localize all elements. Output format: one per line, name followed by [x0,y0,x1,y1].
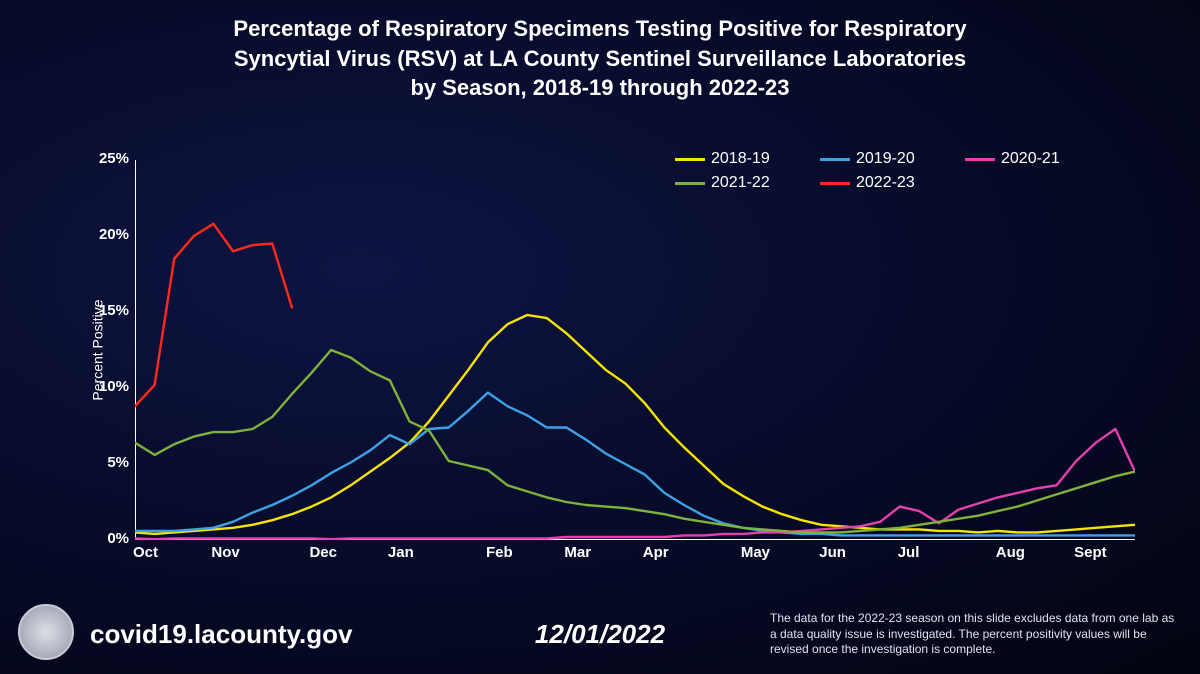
legend-label: 2018-19 [711,150,770,168]
x-tick-label: May [741,544,770,561]
title-line-3: by Season, 2018-19 through 2022-23 [410,75,789,100]
y-tick-label: 5% [107,454,129,471]
x-tick-label: Mar [564,544,591,561]
x-tick-label: Jan [388,544,414,561]
y-tick-label: 20% [99,226,129,243]
chart-legend: 2018-19 2019-20 2020-21 2021-22 2022-23 [675,150,1115,198]
x-tick-label: Oct [133,544,158,561]
legend-label: 2022-23 [856,174,915,192]
y-tick-label: 15% [99,302,129,319]
legend-item-2018-19: 2018-19 [675,150,820,168]
x-tick-label: Jun [819,544,846,561]
x-tick-label: Sept [1074,544,1107,561]
legend-item-2019-20: 2019-20 [820,150,965,168]
county-seal-icon [18,604,74,660]
line-chart: Percent Positive 0%5%10%15%20%25% OctNov… [135,160,1135,540]
chart-plot-area [135,160,1135,540]
x-tick-label: Dec [309,544,337,561]
legend-label: 2020-21 [1001,150,1060,168]
series-line-2022-23 [135,224,292,406]
series-line-2021-22 [135,350,1135,532]
x-tick-label: Nov [211,544,239,561]
y-tick-label: 25% [99,150,129,167]
legend-swatch [820,182,850,185]
slide-footer: covid19.lacounty.gov 12/01/2022 The data… [0,602,1200,662]
series-line-2020-21 [135,429,1135,539]
legend-item-2021-22: 2021-22 [675,174,820,192]
y-tick-label: 0% [107,530,129,547]
legend-label: 2019-20 [856,150,915,168]
x-tick-label: Apr [643,544,669,561]
x-tick-label: Jul [898,544,920,561]
slide-date: 12/01/2022 [535,619,665,650]
x-tick-label: Feb [486,544,513,561]
website-url: covid19.lacounty.gov [90,619,352,650]
title-line-2: Syncytial Virus (RSV) at LA County Senti… [234,46,966,71]
legend-item-2020-21: 2020-21 [965,150,1110,168]
legend-swatch [675,158,705,161]
legend-swatch [675,182,705,185]
x-tick-label: Aug [996,544,1025,561]
legend-label: 2021-22 [711,174,770,192]
y-tick-label: 10% [99,378,129,395]
legend-item-2022-23: 2022-23 [820,174,965,192]
data-quality-note: The data for the 2022-23 season on this … [770,611,1180,658]
chart-title: Percentage of Respiratory Specimens Test… [0,0,1200,103]
title-line-1: Percentage of Respiratory Specimens Test… [233,16,966,41]
legend-swatch [965,158,995,161]
legend-swatch [820,158,850,161]
